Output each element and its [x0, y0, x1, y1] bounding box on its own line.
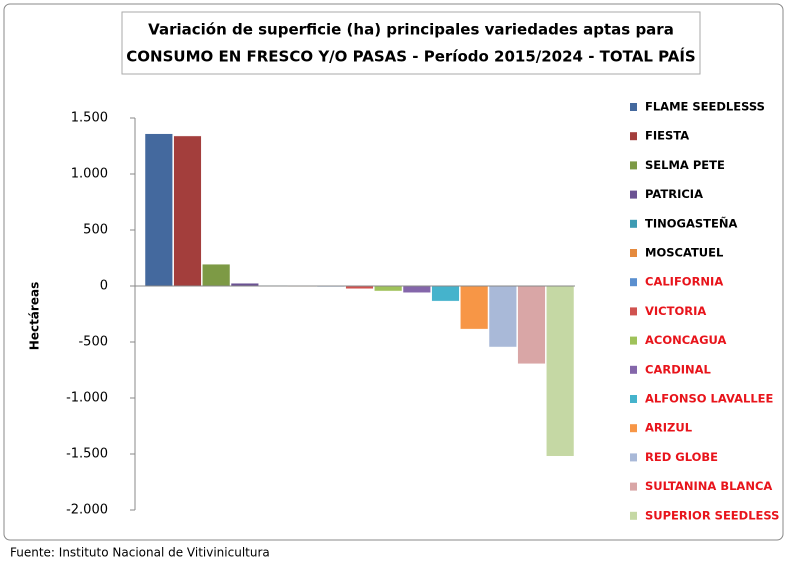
- legend-label: VICTORIA: [645, 304, 706, 318]
- legend-swatch: [630, 103, 637, 111]
- source: Fuente: Instituto Nacional de Vitivinicu…: [10, 546, 270, 560]
- y-tick-label: -500: [78, 335, 108, 350]
- legend-label: SUPERIOR SEEDLESS: [645, 508, 779, 522]
- legend-label: SELMA PETE: [645, 158, 725, 172]
- legend-label: ALFONSO LAVALLEE: [645, 392, 774, 406]
- title-box: [121, 11, 701, 75]
- y-tick-label: 1.000: [71, 167, 108, 182]
- legend-swatch: [630, 395, 637, 403]
- y-tick-label: -1.000: [66, 391, 108, 406]
- y-axis-label: Hectáreas: [28, 282, 42, 350]
- legend-swatch: [630, 453, 637, 462]
- bar: [431, 285, 460, 302]
- legend-swatch: [630, 307, 637, 316]
- legend-label: PATRICIA: [645, 187, 703, 201]
- y-tick-label: 0: [100, 279, 108, 294]
- legend-swatch: [630, 219, 637, 228]
- legend-label: FIESTA: [645, 129, 689, 143]
- y-tick-label: -1.500: [66, 447, 108, 462]
- legend-swatch: [630, 132, 637, 141]
- legend-label: TINOGASTEÑA: [645, 215, 737, 230]
- bar: [374, 285, 403, 292]
- legend-label: RED GLOBE: [645, 450, 718, 464]
- legend-swatch: [630, 336, 637, 345]
- chart-title: Variación de superficie (ha) principales…: [148, 21, 674, 39]
- legend-label: ACONCAGUA: [645, 333, 727, 347]
- legend-swatch: [630, 511, 637, 520]
- legend-swatch: [630, 365, 637, 374]
- legend-swatch: [630, 190, 637, 199]
- bar: [202, 263, 231, 287]
- legend-swatch: [630, 161, 637, 170]
- bar: [402, 285, 431, 293]
- legend-swatch: [630, 278, 637, 287]
- bar: [488, 285, 517, 348]
- bar: [144, 133, 173, 287]
- chart-subtitle: CONSUMO EN FRESCO Y/O PASAS - Período 20…: [126, 47, 695, 66]
- bar: [173, 135, 202, 287]
- legend-label: CARDINAL: [645, 362, 712, 376]
- bar: [460, 285, 489, 330]
- bar: [517, 285, 546, 365]
- legend-label: SULTANINA BLANCA: [645, 479, 772, 493]
- legend-label: CALIFORNIA: [645, 275, 723, 289]
- legend-swatch: [630, 424, 637, 433]
- legend-swatch: [630, 249, 637, 257]
- y-tick-label: -2.000: [66, 503, 108, 518]
- legend-label: MOSCATUEL: [645, 246, 724, 260]
- y-tick-label: 1.500: [71, 111, 108, 126]
- bar: [546, 285, 575, 457]
- legend-label: ARIZUL: [645, 421, 693, 435]
- legend-swatch: [630, 482, 637, 491]
- y-tick-label: 500: [83, 223, 108, 238]
- legend-label: FLAME SEEDLESSS: [645, 100, 765, 114]
